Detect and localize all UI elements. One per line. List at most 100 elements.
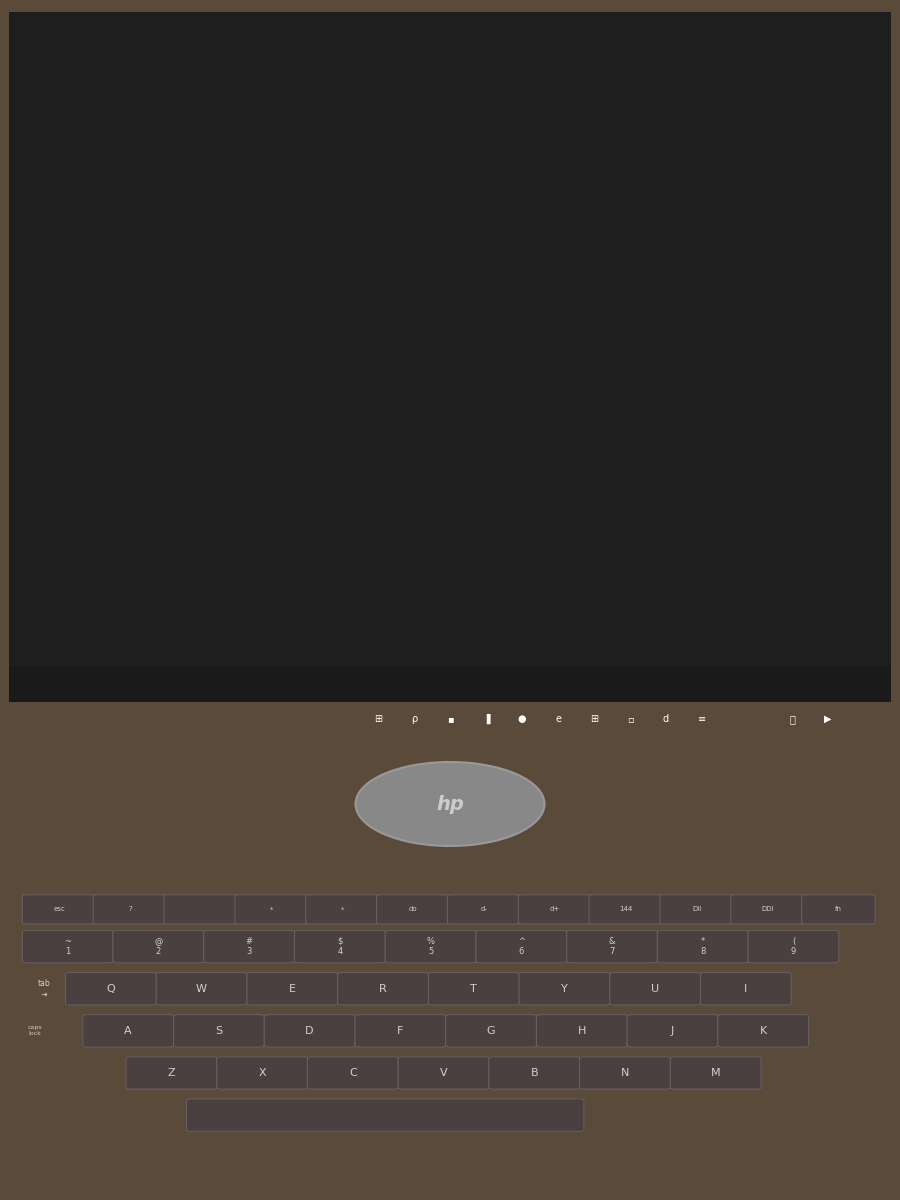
FancyBboxPatch shape [590, 895, 662, 924]
Text: X: X [258, 1068, 265, 1078]
Text: G: G [487, 1026, 495, 1036]
Text: DDI: DDI [761, 906, 774, 912]
FancyBboxPatch shape [398, 1057, 489, 1090]
Text: D: D [305, 1026, 314, 1036]
Text: ^
6: ^ 6 [518, 937, 525, 956]
FancyBboxPatch shape [428, 972, 519, 1004]
Bar [18, 325, 891, 672]
FancyBboxPatch shape [186, 1099, 584, 1132]
FancyBboxPatch shape [265, 1015, 355, 1048]
Text: •••: ••• [787, 290, 806, 301]
Text: 150: 150 [541, 580, 553, 584]
Text: ⊞: ⊞ [374, 714, 382, 724]
Text: At a price of 34 cents per pound, is there a surplus or a shortage of supply?: At a price of 34 cents per pound, is the… [75, 250, 584, 263]
Text: demand: demand [617, 394, 645, 400]
Text: A.: A. [84, 335, 97, 348]
Text: d+: d+ [550, 906, 560, 912]
FancyBboxPatch shape [385, 930, 476, 962]
Text: 0: 0 [606, 560, 610, 565]
Text: I: I [744, 984, 748, 994]
FancyBboxPatch shape [376, 895, 450, 924]
Text: (d): (d) [35, 250, 58, 263]
Text: %
5: % 5 [427, 937, 435, 956]
Text: tab
⇥: tab ⇥ [38, 979, 50, 998]
FancyBboxPatch shape [338, 972, 428, 1004]
Text: DII: DII [692, 906, 701, 912]
Text: 2: 2 [520, 102, 528, 115]
Text: (a) Choose the correct graph below.: (a) Choose the correct graph below. [35, 304, 274, 317]
Text: p: p [325, 359, 330, 368]
Text: W: W [196, 984, 207, 994]
FancyBboxPatch shape [580, 1057, 670, 1090]
Text: M: M [711, 1068, 721, 1078]
Text: p: p [605, 359, 610, 368]
FancyBboxPatch shape [113, 930, 203, 962]
FancyBboxPatch shape [126, 1057, 217, 1090]
Text: J: J [670, 1026, 674, 1036]
FancyBboxPatch shape [217, 1057, 308, 1090]
Text: supply: supply [617, 547, 640, 553]
Text: ρ: ρ [411, 714, 417, 724]
FancyBboxPatch shape [489, 1057, 580, 1090]
Text: ▪: ▪ [446, 714, 454, 724]
Text: F: F [397, 1026, 403, 1036]
Text: e: e [555, 714, 561, 724]
FancyBboxPatch shape [476, 930, 567, 962]
Text: Let the supply and demand for bananas in cents per pound be given by the equatio: Let the supply and demand for bananas in… [35, 67, 658, 80]
FancyBboxPatch shape [610, 972, 700, 1004]
FancyBboxPatch shape [235, 895, 309, 924]
FancyBboxPatch shape [660, 895, 733, 924]
Text: N: N [621, 1068, 629, 1078]
FancyBboxPatch shape [66, 972, 157, 1004]
FancyBboxPatch shape [247, 972, 338, 1004]
Text: Help me solve this: Help me solve this [44, 616, 174, 628]
Text: ▲: ▲ [43, 365, 48, 370]
Text: 3: 3 [211, 121, 219, 133]
Text: ▐: ▐ [482, 714, 490, 724]
Text: (a): (a) [35, 156, 57, 168]
Text: ?: ? [128, 906, 131, 912]
Text: R: R [379, 984, 387, 994]
Text: demand: demand [338, 394, 366, 400]
Text: 0: 0 [612, 580, 616, 584]
Text: ●: ● [518, 714, 526, 724]
FancyBboxPatch shape [731, 895, 805, 924]
Text: S: S [215, 1026, 222, 1036]
Text: q: q [843, 571, 849, 581]
Text: 120: 120 [318, 379, 329, 384]
FancyBboxPatch shape [518, 895, 591, 924]
FancyBboxPatch shape [657, 930, 748, 962]
Text: (
9: ( 9 [791, 937, 796, 956]
FancyBboxPatch shape [174, 1015, 265, 1048]
Text: esc: esc [53, 906, 65, 912]
FancyBboxPatch shape [83, 1015, 174, 1048]
Text: Find the equilibrium price.: Find the equilibrium price. [75, 218, 254, 232]
Text: 0: 0 [54, 580, 58, 584]
Text: q: q [563, 571, 569, 581]
FancyBboxPatch shape [748, 930, 839, 962]
Text: Find the equilibrium quantity.: Find the equilibrium quantity. [75, 187, 274, 200]
FancyBboxPatch shape [627, 1015, 718, 1048]
Text: q;  demand: p = 84 −: q; demand: p = 84 − [240, 112, 392, 125]
Text: d-: d- [481, 906, 488, 912]
FancyBboxPatch shape [157, 972, 247, 1004]
Text: B.: B. [363, 335, 377, 348]
Text: *: * [341, 906, 344, 912]
Text: +: + [860, 421, 871, 434]
Text: −: − [860, 487, 871, 500]
Text: Get more help ▲: Get more help ▲ [419, 616, 534, 628]
FancyBboxPatch shape [22, 895, 95, 924]
Text: *: * [270, 906, 274, 912]
Text: C.: C. [643, 335, 656, 348]
Text: (b): (b) [35, 187, 58, 200]
FancyBboxPatch shape [446, 1015, 536, 1048]
Text: ~
1: ~ 1 [64, 937, 71, 956]
Text: supply: p =: supply: p = [70, 112, 149, 125]
Text: ▲: ▲ [323, 365, 327, 370]
Text: View an example: View an example [245, 616, 364, 628]
Text: d: d [663, 714, 669, 724]
FancyBboxPatch shape [355, 1015, 446, 1048]
Text: 0: 0 [327, 560, 330, 565]
Text: caps
lock: caps lock [28, 1026, 42, 1037]
Text: supply: supply [58, 547, 81, 553]
